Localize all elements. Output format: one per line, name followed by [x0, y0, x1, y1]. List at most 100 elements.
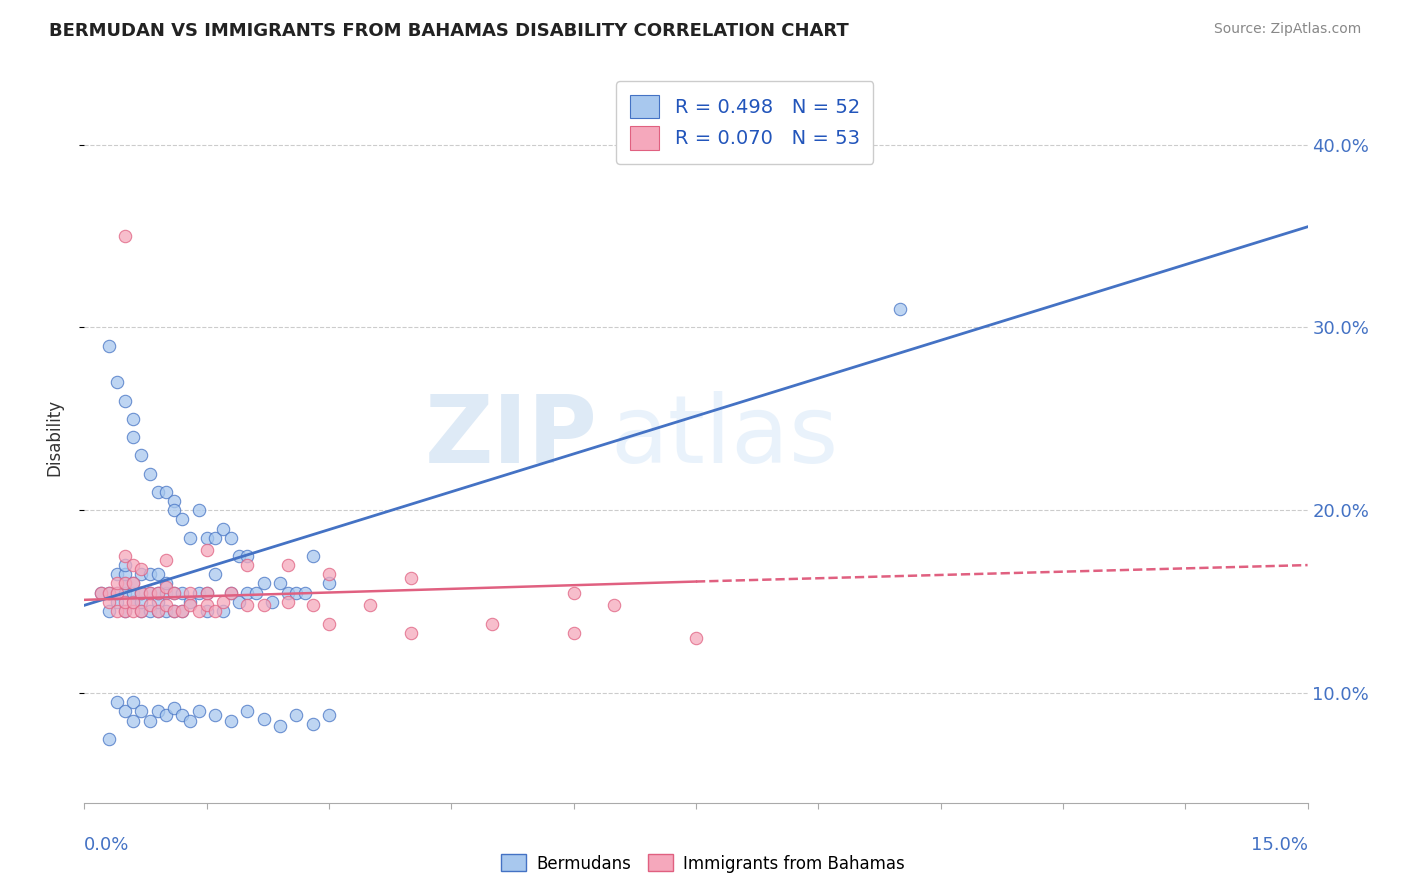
Point — [155, 580, 177, 594]
Point — [236, 705, 259, 719]
Point — [294, 585, 316, 599]
Point — [105, 594, 128, 608]
Point — [179, 599, 201, 613]
Point — [253, 576, 276, 591]
Point — [219, 531, 242, 545]
Y-axis label: Disability: Disability — [45, 399, 63, 475]
Point — [122, 576, 145, 591]
Point — [260, 594, 283, 608]
Point — [97, 585, 120, 599]
Point — [179, 585, 201, 599]
Point — [114, 604, 136, 618]
Point — [105, 604, 128, 618]
Point — [179, 714, 201, 728]
Legend: R = 0.498   N = 52, R = 0.070   N = 53: R = 0.498 N = 52, R = 0.070 N = 53 — [616, 81, 873, 163]
Point — [318, 576, 340, 591]
Point — [131, 705, 153, 719]
Point — [131, 604, 153, 618]
Point — [163, 604, 186, 618]
Point — [399, 571, 422, 585]
Point — [195, 543, 218, 558]
Point — [97, 731, 120, 746]
Point — [318, 708, 340, 723]
Point — [187, 585, 209, 599]
Point — [114, 576, 136, 591]
Point — [146, 585, 169, 599]
Point — [163, 585, 186, 599]
Point — [131, 448, 153, 462]
Point — [204, 531, 226, 545]
Point — [122, 558, 145, 573]
Point — [277, 594, 299, 608]
Text: Source: ZipAtlas.com: Source: ZipAtlas.com — [1213, 22, 1361, 37]
Point — [114, 604, 136, 618]
Text: ZIP: ZIP — [425, 391, 598, 483]
Text: 0.0%: 0.0% — [84, 836, 129, 854]
Point — [301, 717, 323, 731]
Point — [163, 503, 186, 517]
Point — [155, 552, 177, 566]
Point — [114, 393, 136, 408]
Point — [685, 632, 707, 646]
Point — [131, 562, 153, 576]
Point — [195, 585, 218, 599]
Point — [481, 616, 503, 631]
Point — [187, 705, 209, 719]
Point — [90, 585, 112, 599]
Point — [97, 604, 120, 618]
Point — [212, 521, 235, 535]
Text: BERMUDAN VS IMMIGRANTS FROM BAHAMAS DISABILITY CORRELATION CHART: BERMUDAN VS IMMIGRANTS FROM BAHAMAS DISA… — [49, 22, 849, 40]
Point — [138, 567, 160, 582]
Point — [146, 567, 169, 582]
Point — [163, 604, 186, 618]
Point — [114, 594, 136, 608]
Point — [285, 708, 308, 723]
Point — [146, 705, 169, 719]
Point — [172, 604, 194, 618]
Point — [889, 302, 911, 317]
Point — [155, 485, 177, 500]
Point — [105, 375, 128, 389]
Point — [219, 585, 242, 599]
Point — [122, 430, 145, 444]
Point — [97, 339, 120, 353]
Point — [187, 604, 209, 618]
Point — [114, 567, 136, 582]
Text: 15.0%: 15.0% — [1250, 836, 1308, 854]
Point — [122, 604, 145, 618]
Point — [131, 594, 153, 608]
Point — [138, 467, 160, 481]
Point — [97, 585, 120, 599]
Point — [562, 625, 585, 640]
Point — [155, 599, 177, 613]
Point — [146, 604, 169, 618]
Point — [318, 616, 340, 631]
Point — [253, 712, 276, 726]
Point — [122, 594, 145, 608]
Point — [138, 604, 160, 618]
Point — [195, 531, 218, 545]
Point — [105, 585, 128, 599]
Point — [146, 604, 169, 618]
Point — [155, 708, 177, 723]
Point — [114, 549, 136, 563]
Point — [285, 585, 308, 599]
Point — [122, 695, 145, 709]
Point — [138, 599, 160, 613]
Point — [155, 604, 177, 618]
Point — [562, 585, 585, 599]
Point — [603, 599, 626, 613]
Point — [236, 599, 259, 613]
Point — [122, 714, 145, 728]
Point — [114, 229, 136, 244]
Point — [245, 585, 267, 599]
Point — [236, 585, 259, 599]
Point — [301, 549, 323, 563]
Point — [146, 594, 169, 608]
Point — [131, 604, 153, 618]
Point — [114, 705, 136, 719]
Point — [269, 576, 291, 591]
Point — [105, 567, 128, 582]
Point — [122, 576, 145, 591]
Point — [212, 594, 235, 608]
